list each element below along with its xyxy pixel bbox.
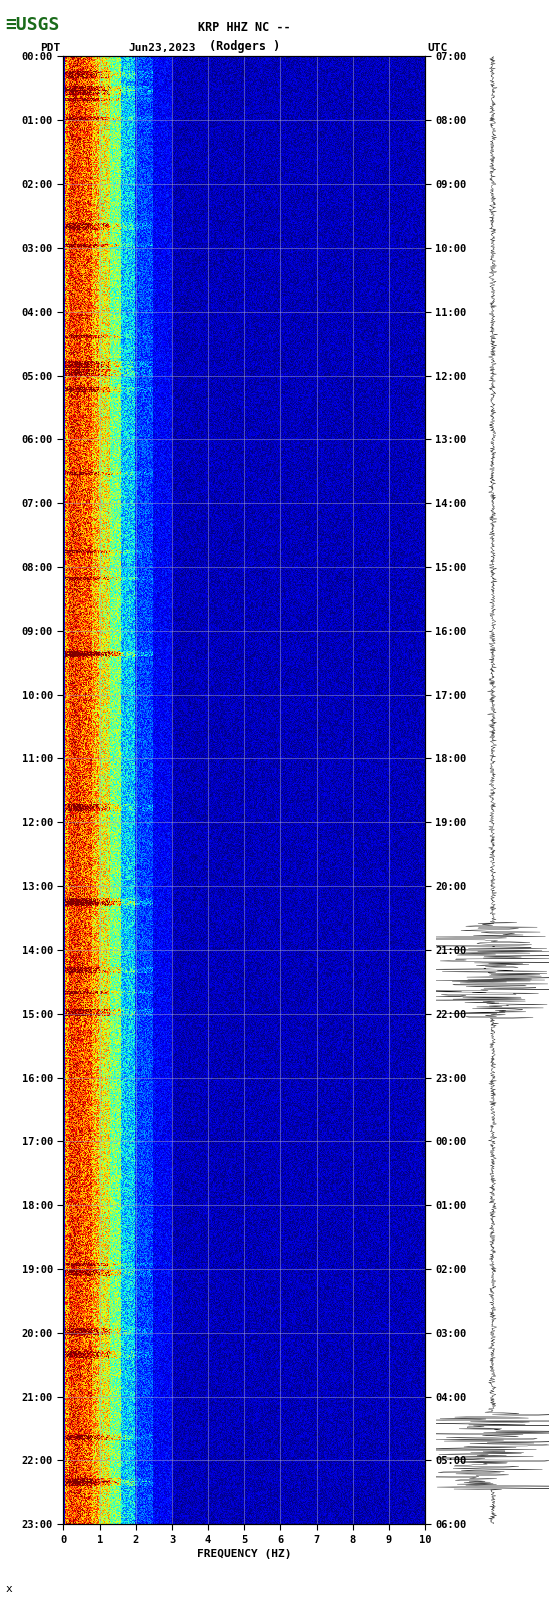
Text: (Rodgers ): (Rodgers ) <box>209 40 280 53</box>
Text: x: x <box>6 1584 12 1594</box>
Text: Jun23,2023: Jun23,2023 <box>129 44 196 53</box>
Text: PDT: PDT <box>40 44 61 53</box>
X-axis label: FREQUENCY (HZ): FREQUENCY (HZ) <box>197 1548 291 1558</box>
Text: ≡USGS: ≡USGS <box>6 16 60 34</box>
Text: UTC: UTC <box>428 44 448 53</box>
Text: KRP HHZ NC --: KRP HHZ NC -- <box>198 21 290 34</box>
